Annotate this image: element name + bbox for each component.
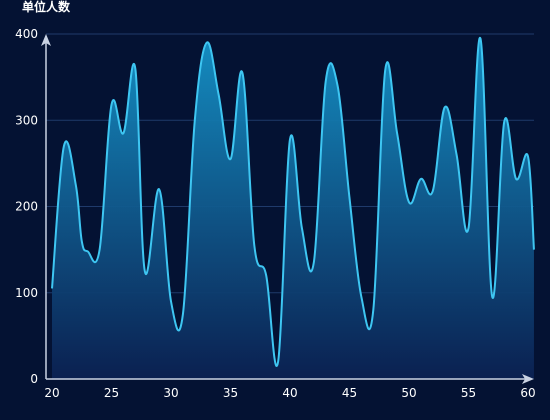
series-area	[52, 37, 534, 379]
y-axis-label: 单位人数	[22, 0, 71, 14]
x-axis-arrow-icon	[522, 374, 534, 384]
x-tick-label: 60	[520, 386, 535, 400]
x-tick-label: 25	[104, 386, 119, 400]
y-tick-label: 0	[30, 372, 38, 386]
plot-area	[51, 37, 535, 379]
y-tick-label: 200	[15, 200, 38, 214]
x-tick-label: 40	[282, 386, 297, 400]
x-tick-label: 35	[223, 386, 238, 400]
y-tick-label: 400	[15, 27, 38, 41]
axes	[41, 34, 534, 384]
y-tick-labels: 0 100 200 300 400	[15, 27, 38, 386]
y-tick-label: 100	[15, 286, 38, 300]
x-tick-label: 30	[163, 386, 178, 400]
x-tick-label: 20	[44, 386, 59, 400]
x-tick-label: 50	[401, 386, 416, 400]
y-axis-arrow-icon	[41, 34, 51, 46]
y-tick-label: 300	[15, 113, 38, 127]
x-tick-label: 45	[342, 386, 357, 400]
x-tick-labels: 20 25 30 35 40 45 50 55 60	[44, 386, 535, 400]
series-line	[51, 37, 535, 367]
x-tick-label: 55	[461, 386, 476, 400]
